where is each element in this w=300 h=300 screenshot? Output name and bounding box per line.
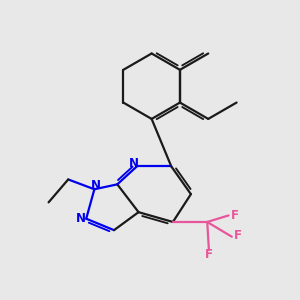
Text: N: N xyxy=(91,179,101,192)
Text: F: F xyxy=(234,229,242,242)
Text: N: N xyxy=(76,212,86,225)
Text: N: N xyxy=(129,157,139,169)
Text: F: F xyxy=(230,209,238,222)
Text: F: F xyxy=(205,248,213,261)
